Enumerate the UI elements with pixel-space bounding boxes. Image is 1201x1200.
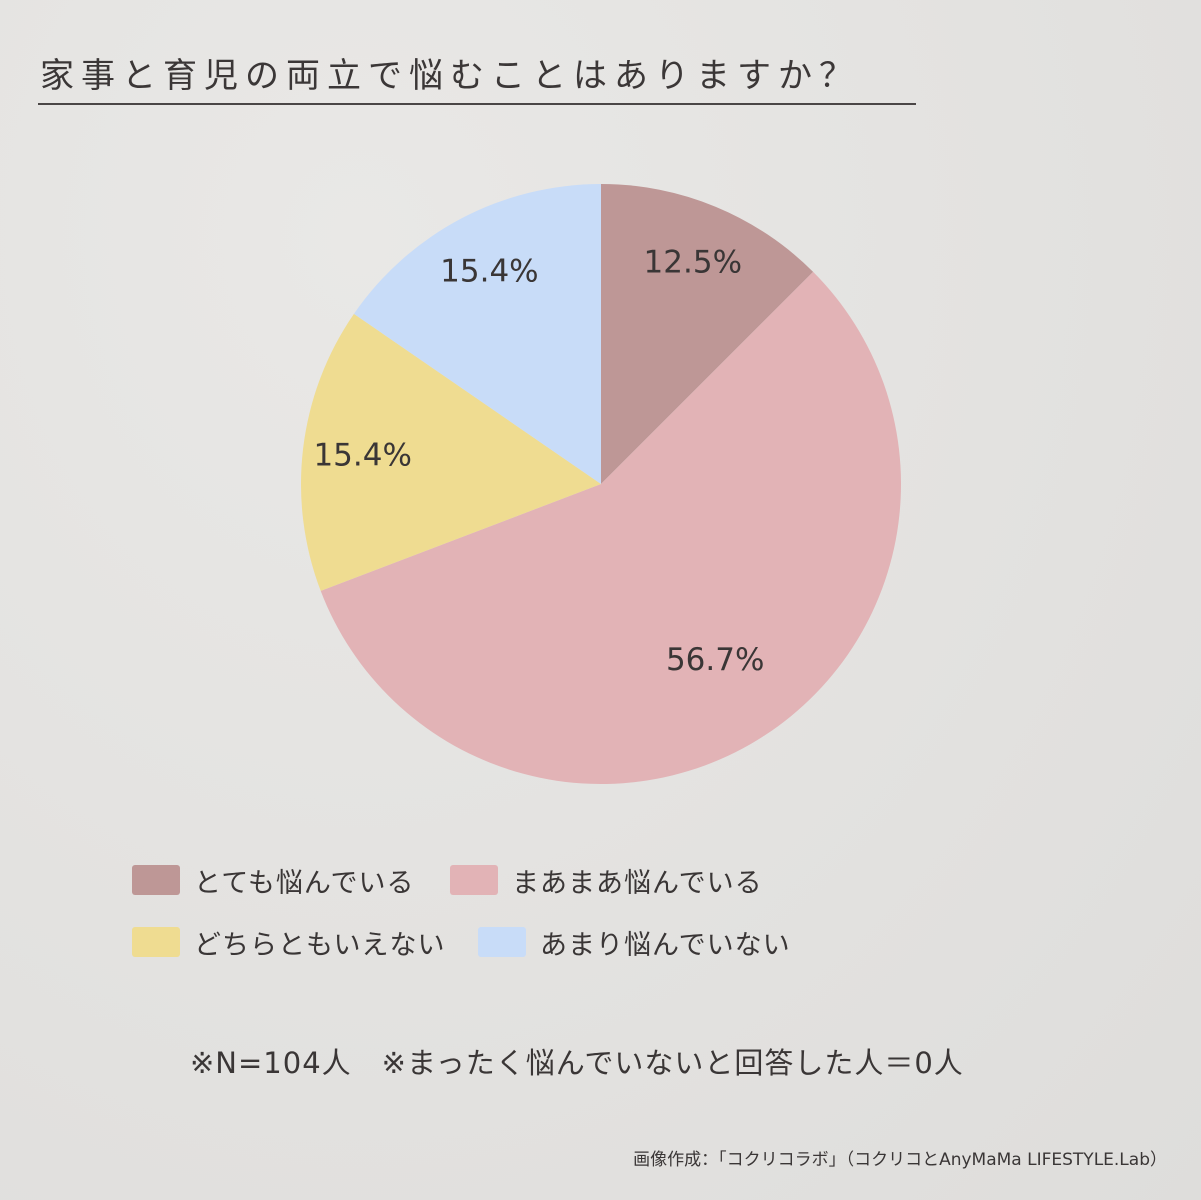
legend-swatch — [478, 927, 526, 957]
pie-chart: 12.5% 56.7% 15.4% 15.4% — [300, 183, 902, 785]
sample-size-footnote: ※N=104人 ※まったく悩んでいないと回答した人＝0人 — [190, 1046, 964, 1080]
slice-not-very-worried — [353, 184, 601, 484]
slice-neutral — [301, 313, 601, 591]
slice-somewhat-worried-label: 56.7% — [666, 642, 764, 678]
slice-very-worried — [601, 184, 814, 484]
chart-legend: とても悩んでいる まあまあ悩んでいる どちらともいえない あまり悩んでいない — [132, 860, 952, 1000]
title-underline — [38, 103, 916, 105]
legend-label: まあまあ悩んでいる — [512, 867, 763, 899]
legend-label: あまり悩んでいない — [540, 929, 791, 961]
legend-item-somewhat-worried: まあまあ悩んでいる — [450, 860, 763, 900]
legend-swatch — [132, 865, 180, 895]
legend-label: とても悩んでいる — [194, 867, 415, 899]
legend-swatch — [132, 927, 180, 957]
legend-swatch — [450, 865, 498, 895]
slice-not-very-worried-label: 15.4% — [440, 254, 538, 290]
legend-label: どちらともいえない — [194, 929, 446, 961]
slice-very-worried-label: 12.5% — [644, 244, 742, 280]
legend-item-very-worried: とても悩んでいる — [132, 860, 415, 900]
chart-title: 家事と育児の両立で悩むことはありますか？ — [40, 56, 860, 96]
pie-chart-svg: 12.5% 56.7% 15.4% 15.4% — [301, 184, 902, 785]
image-credit: 画像作成：「コクリコラボ」（コクリコとAnyMaMa LIFESTYLE.Lab… — [633, 1150, 1167, 1170]
slice-somewhat-worried — [320, 271, 902, 785]
legend-item-not-very-worried: あまり悩んでいない — [478, 922, 791, 962]
slice-neutral-label: 15.4% — [313, 437, 411, 473]
legend-item-neutral: どちらともいえない — [132, 922, 445, 962]
